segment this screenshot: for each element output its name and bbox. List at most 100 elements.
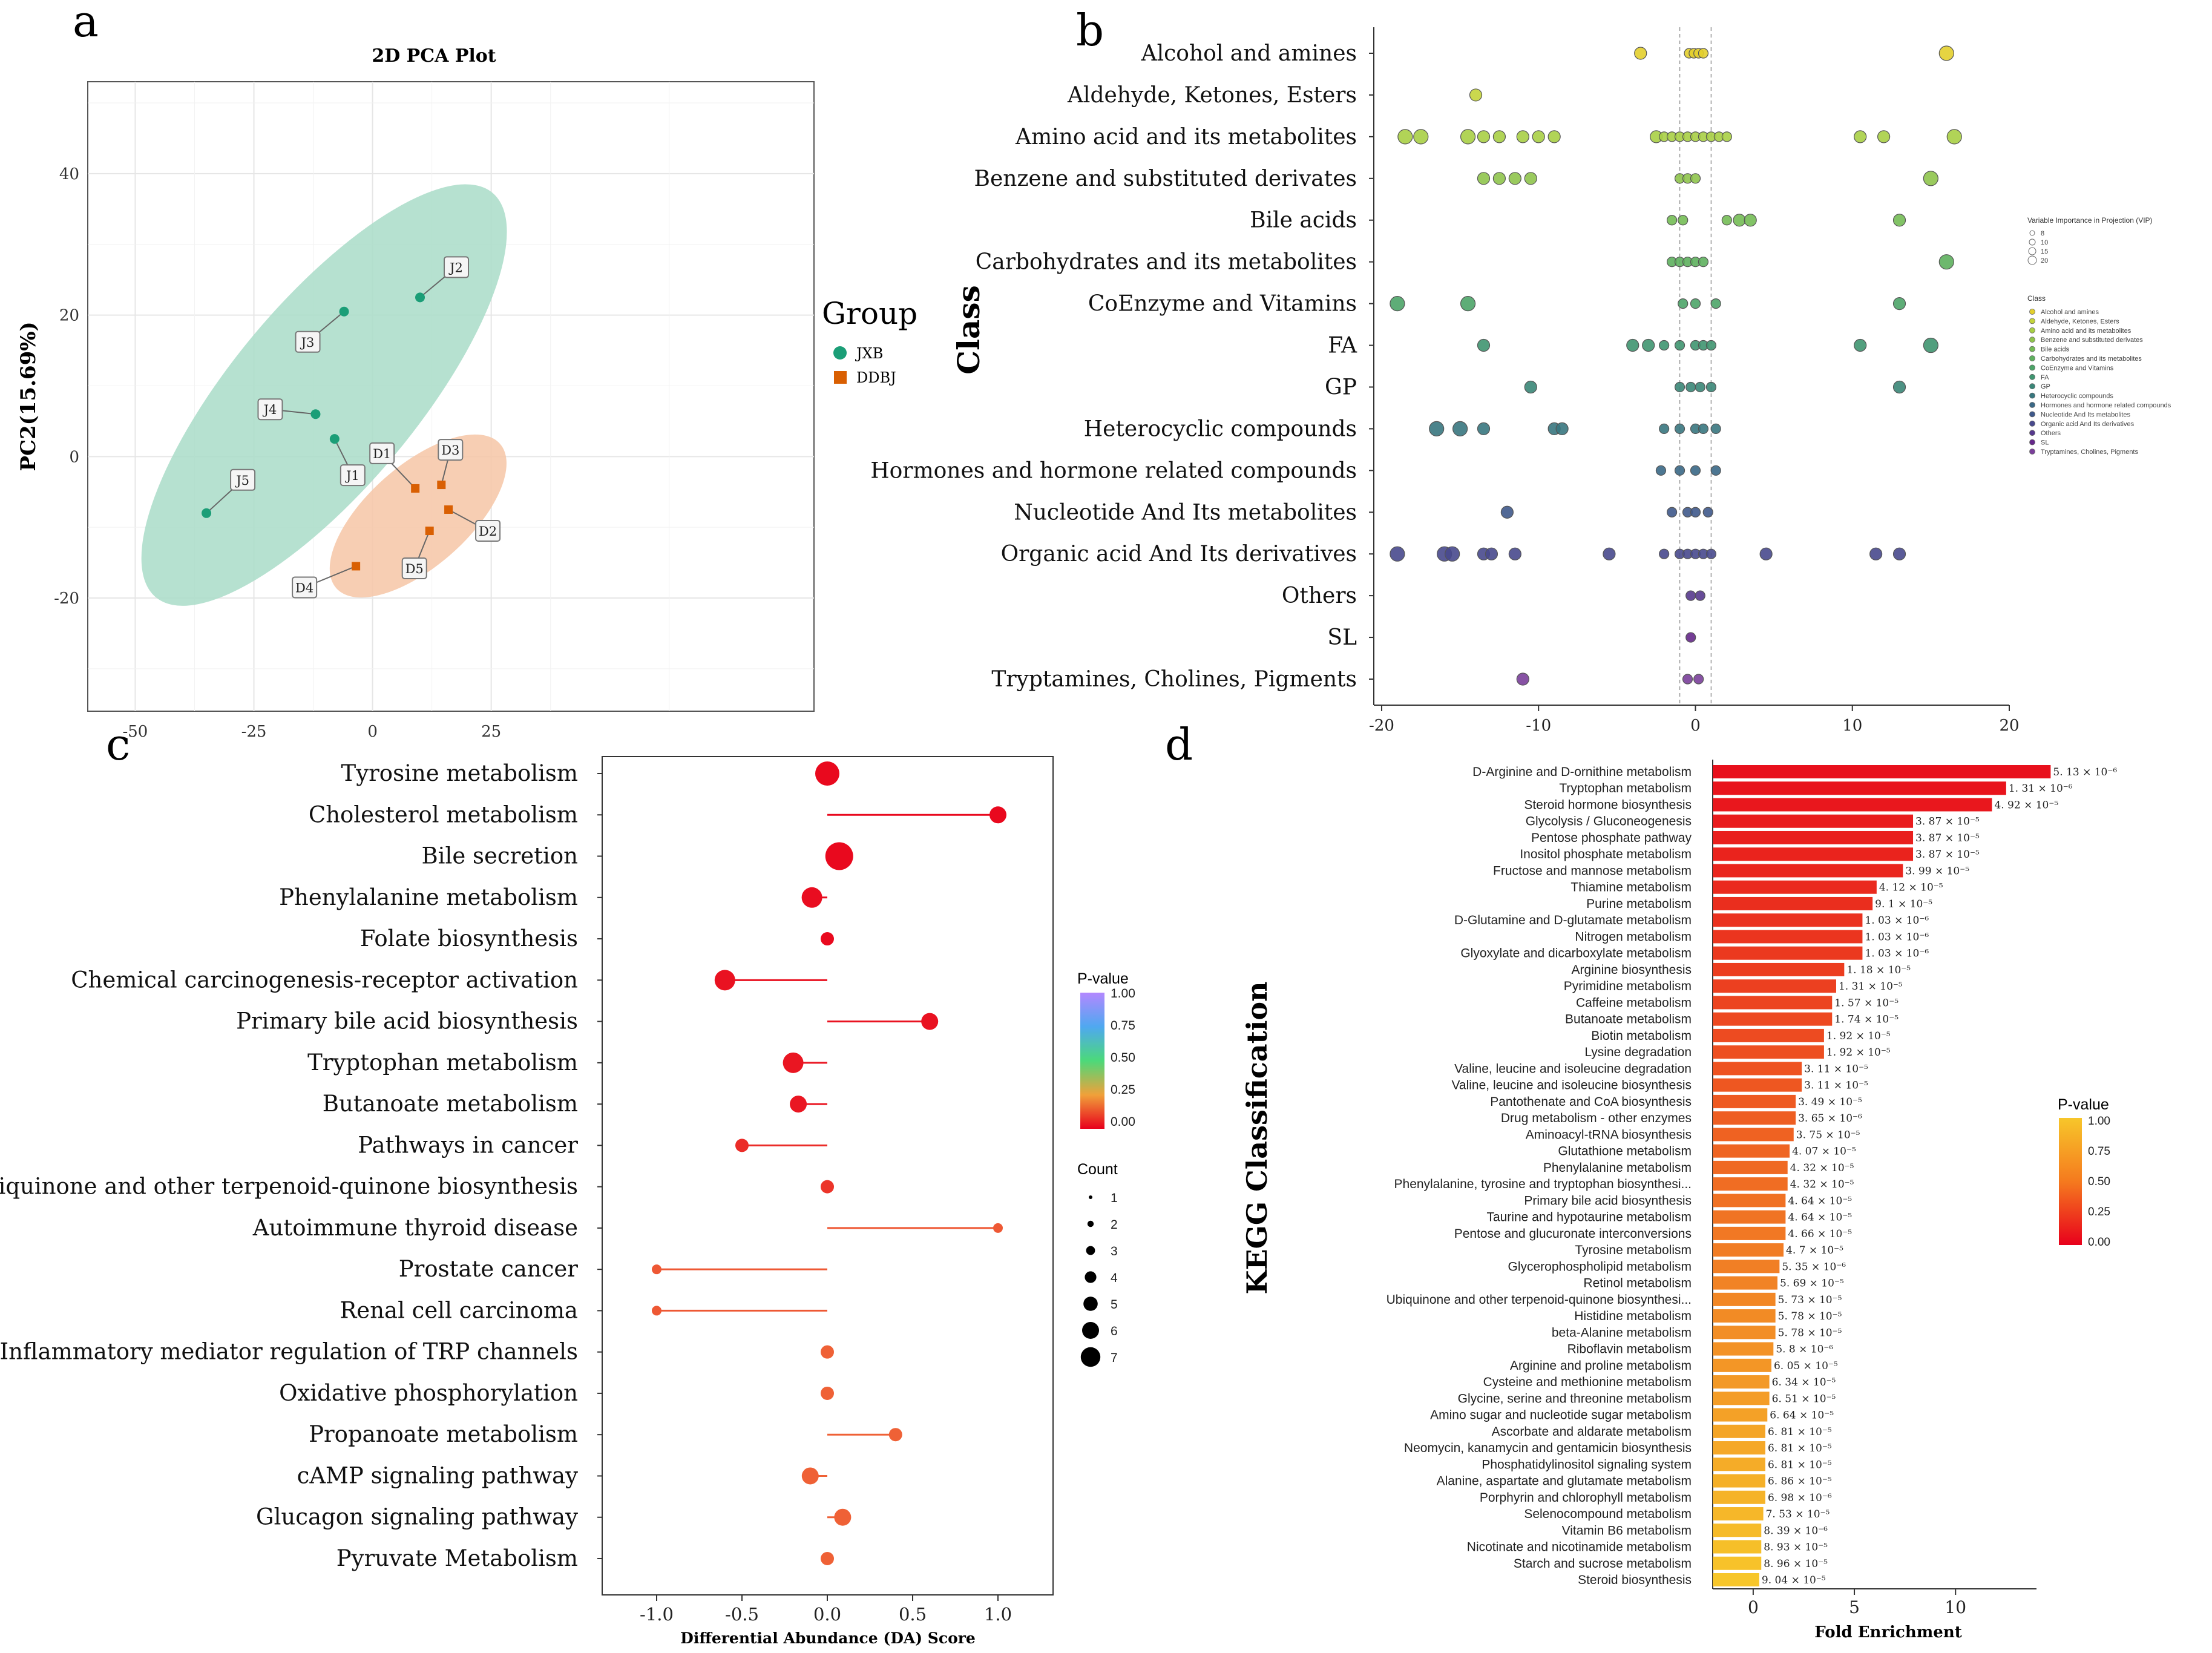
classplot-point (1938, 45, 1954, 61)
kegg-bar-label: 8. 93 × 10⁻⁵ (1764, 1542, 1828, 1554)
kegg-bar-label: 4. 7 × 10⁻⁵ (1786, 1244, 1843, 1257)
lollipop-xlabel: Differential Abundance (DA) Score (680, 1629, 976, 1647)
classplot-legend-class-label: Hormones and hormone related compounds (2041, 402, 2171, 409)
classplot-category-label: GP (1325, 375, 1357, 399)
kegg-category-label: Nicotinate and nicotinamide metabolism (1467, 1540, 1692, 1554)
kegg-category-label: Tyrosine metabolism (1575, 1243, 1692, 1257)
lollipop-point (735, 1139, 749, 1152)
classplot-legend-class-marker (2029, 373, 2035, 380)
classplot-point (1516, 130, 1529, 143)
kegg-bar (1713, 1260, 1780, 1273)
pca-legend-label-jxb: JXB (855, 345, 883, 362)
classplot-point (1759, 547, 1773, 560)
kegg-xtick-label: 10 (1945, 1597, 1966, 1617)
kegg-bar-label: 5. 35 × 10⁻⁶ (1782, 1261, 1846, 1273)
kegg-bar (1713, 1457, 1765, 1471)
classplot-legend-class-label: Bile acids (2041, 346, 2070, 353)
classplot-category-label: Bile acids (1250, 208, 1357, 233)
pca-point-label-box (295, 330, 321, 353)
kegg-bar (1713, 1045, 1824, 1059)
kegg-category-label: Lysine degradation (1584, 1045, 1692, 1059)
kegg-bar-label: 4. 66 × 10⁻⁵ (1788, 1228, 1852, 1240)
pca-point-label-box (444, 256, 470, 278)
lollipop-point (989, 806, 1006, 824)
kegg-bar-label: 3. 11 × 10⁻⁵ (1804, 1063, 1868, 1075)
lollipop-category-label: Phenylalanine metabolism (279, 884, 578, 910)
classplot-category-label: CoEnzyme and Vitamins (1088, 292, 1357, 317)
classplot-point (1626, 338, 1639, 352)
kegg-pvalue-legend: P-value 1.00 0.75 0.50 0.25 0.00 (2058, 1096, 2110, 1249)
kegg-category-label: Primary bile acid biosynthesis (1524, 1194, 1692, 1208)
panel-label-b: b (1076, 5, 1104, 56)
lollipop-pvalue-legend: P-value 1.00 0.75 0.50 0.25 0.00 (1077, 970, 1135, 1129)
lollipop-count-marker (1083, 1296, 1098, 1311)
kegg-bar-label: 1. 03 × 10⁻⁶ (1865, 931, 1929, 943)
kegg-bar-label: 6. 51 × 10⁻⁵ (1772, 1393, 1836, 1405)
classplot-legend-class-marker (2029, 420, 2035, 427)
pca-point-label-box (340, 464, 366, 487)
classplot-legend-size-marker (2028, 247, 2036, 255)
pca-point-label: J5 (235, 473, 249, 488)
classplot-point (1485, 547, 1498, 560)
kegg-xlabel: Fold Enrichment (1814, 1623, 1961, 1641)
pca-xtick-label: -25 (241, 723, 267, 741)
classplot-point (1603, 547, 1616, 560)
pca-point-label: D1 (373, 447, 391, 461)
kegg-bar-label: 6. 81 × 10⁻⁵ (1768, 1442, 1832, 1454)
lollipop-point (714, 970, 735, 991)
classplot-legend-classes: Alcohol and amines Aldehyde, Ketones, Est… (2029, 309, 2171, 456)
kegg-category-label: Glutathione metabolism (1558, 1145, 1692, 1158)
lollipop-point (783, 1052, 804, 1073)
classplot-legend-class-marker (2029, 392, 2035, 399)
classplot-point (1946, 129, 1962, 145)
kegg-category-label: Taurine and hypotaurine metabolism (1486, 1211, 1692, 1224)
classplot-point (1721, 131, 1732, 142)
classplot-point (1710, 298, 1721, 309)
kegg-bar (1713, 1474, 1765, 1488)
kegg-bar (1713, 781, 2006, 795)
kegg-bar (1713, 765, 2051, 778)
lollipop-point (821, 1180, 834, 1194)
kegg-bar-label: 9. 1 × 10⁻⁵ (1875, 898, 1932, 910)
classplot-legend-class-label: Amino acid and its metabolites (2041, 327, 2132, 335)
lollipop-category-label: Bile secretion (421, 843, 578, 869)
kegg-bar-label: 5. 13 × 10⁻⁶ (2053, 766, 2117, 778)
kegg-category-label: Phosphatidylinositol signaling system (1482, 1457, 1692, 1471)
lollipop-marks: -1.0 -0.5 0.0 0.5 1.0 Tyrosine metabolism Chol… (0, 760, 1012, 1625)
lollipop-pvalue-title: P-value (1077, 970, 1129, 987)
classplot-legend-class-marker (2029, 346, 2035, 352)
kegg-bar (1713, 1309, 1776, 1323)
kegg-pvalue-title: P-value (2058, 1096, 2109, 1113)
lollipop-pvalue-tick: 1.00 (1111, 987, 1135, 1001)
kegg-bar (1713, 913, 1863, 927)
classplot-point (1452, 421, 1468, 437)
kegg-bar-label: 7. 53 × 10⁻⁵ (1766, 1508, 1830, 1520)
kegg-bar-label: 6. 86 × 10⁻⁵ (1768, 1476, 1832, 1488)
lollipop-point (821, 932, 834, 946)
kegg-bar (1713, 979, 1836, 993)
kegg-bar (1713, 1573, 1759, 1586)
lollipop-category-label: Ubiquinone and other terpenoid-quinone b… (0, 1174, 578, 1200)
kegg-category-label: Pyrimidine metabolism (1564, 979, 1692, 993)
kegg-bar (1713, 962, 1845, 976)
classplot-point (1690, 298, 1701, 309)
classplot-marks: -20 -10 0 10 20 Alcohol and amines Aldehyde, K… (870, 27, 2020, 735)
lollipop-category-label: Tryptophan metabolism (307, 1050, 578, 1076)
kegg-bar (1713, 1028, 1824, 1042)
classplot-legend-class-label: Aldehyde, Ketones, Esters (2041, 318, 2119, 325)
kegg-category-label: Fructose and mannose metabolism (1493, 864, 1692, 878)
lollipop-pvalue-tick: 0.75 (1111, 1019, 1135, 1033)
pca-xtick-label: 0 (367, 723, 378, 741)
lollipop-category-label: Primary bile acid biosynthesis (236, 1008, 578, 1034)
classplot-point (1390, 296, 1405, 312)
kegg-pvalue-tick: 0.25 (2088, 1206, 2110, 1218)
pca-ellipse-ddbj (329, 434, 507, 598)
classplot-point (1705, 548, 1717, 559)
classplot-point (1477, 130, 1491, 143)
classplot-point (1674, 381, 1685, 393)
classplot-point (1397, 129, 1413, 145)
lollipop-point (790, 1096, 807, 1113)
kegg-bar (1713, 1375, 1770, 1389)
kegg-category-label: Glycolysis / Gluconeogenesis (1526, 815, 1692, 829)
classplot-point (1532, 130, 1545, 143)
